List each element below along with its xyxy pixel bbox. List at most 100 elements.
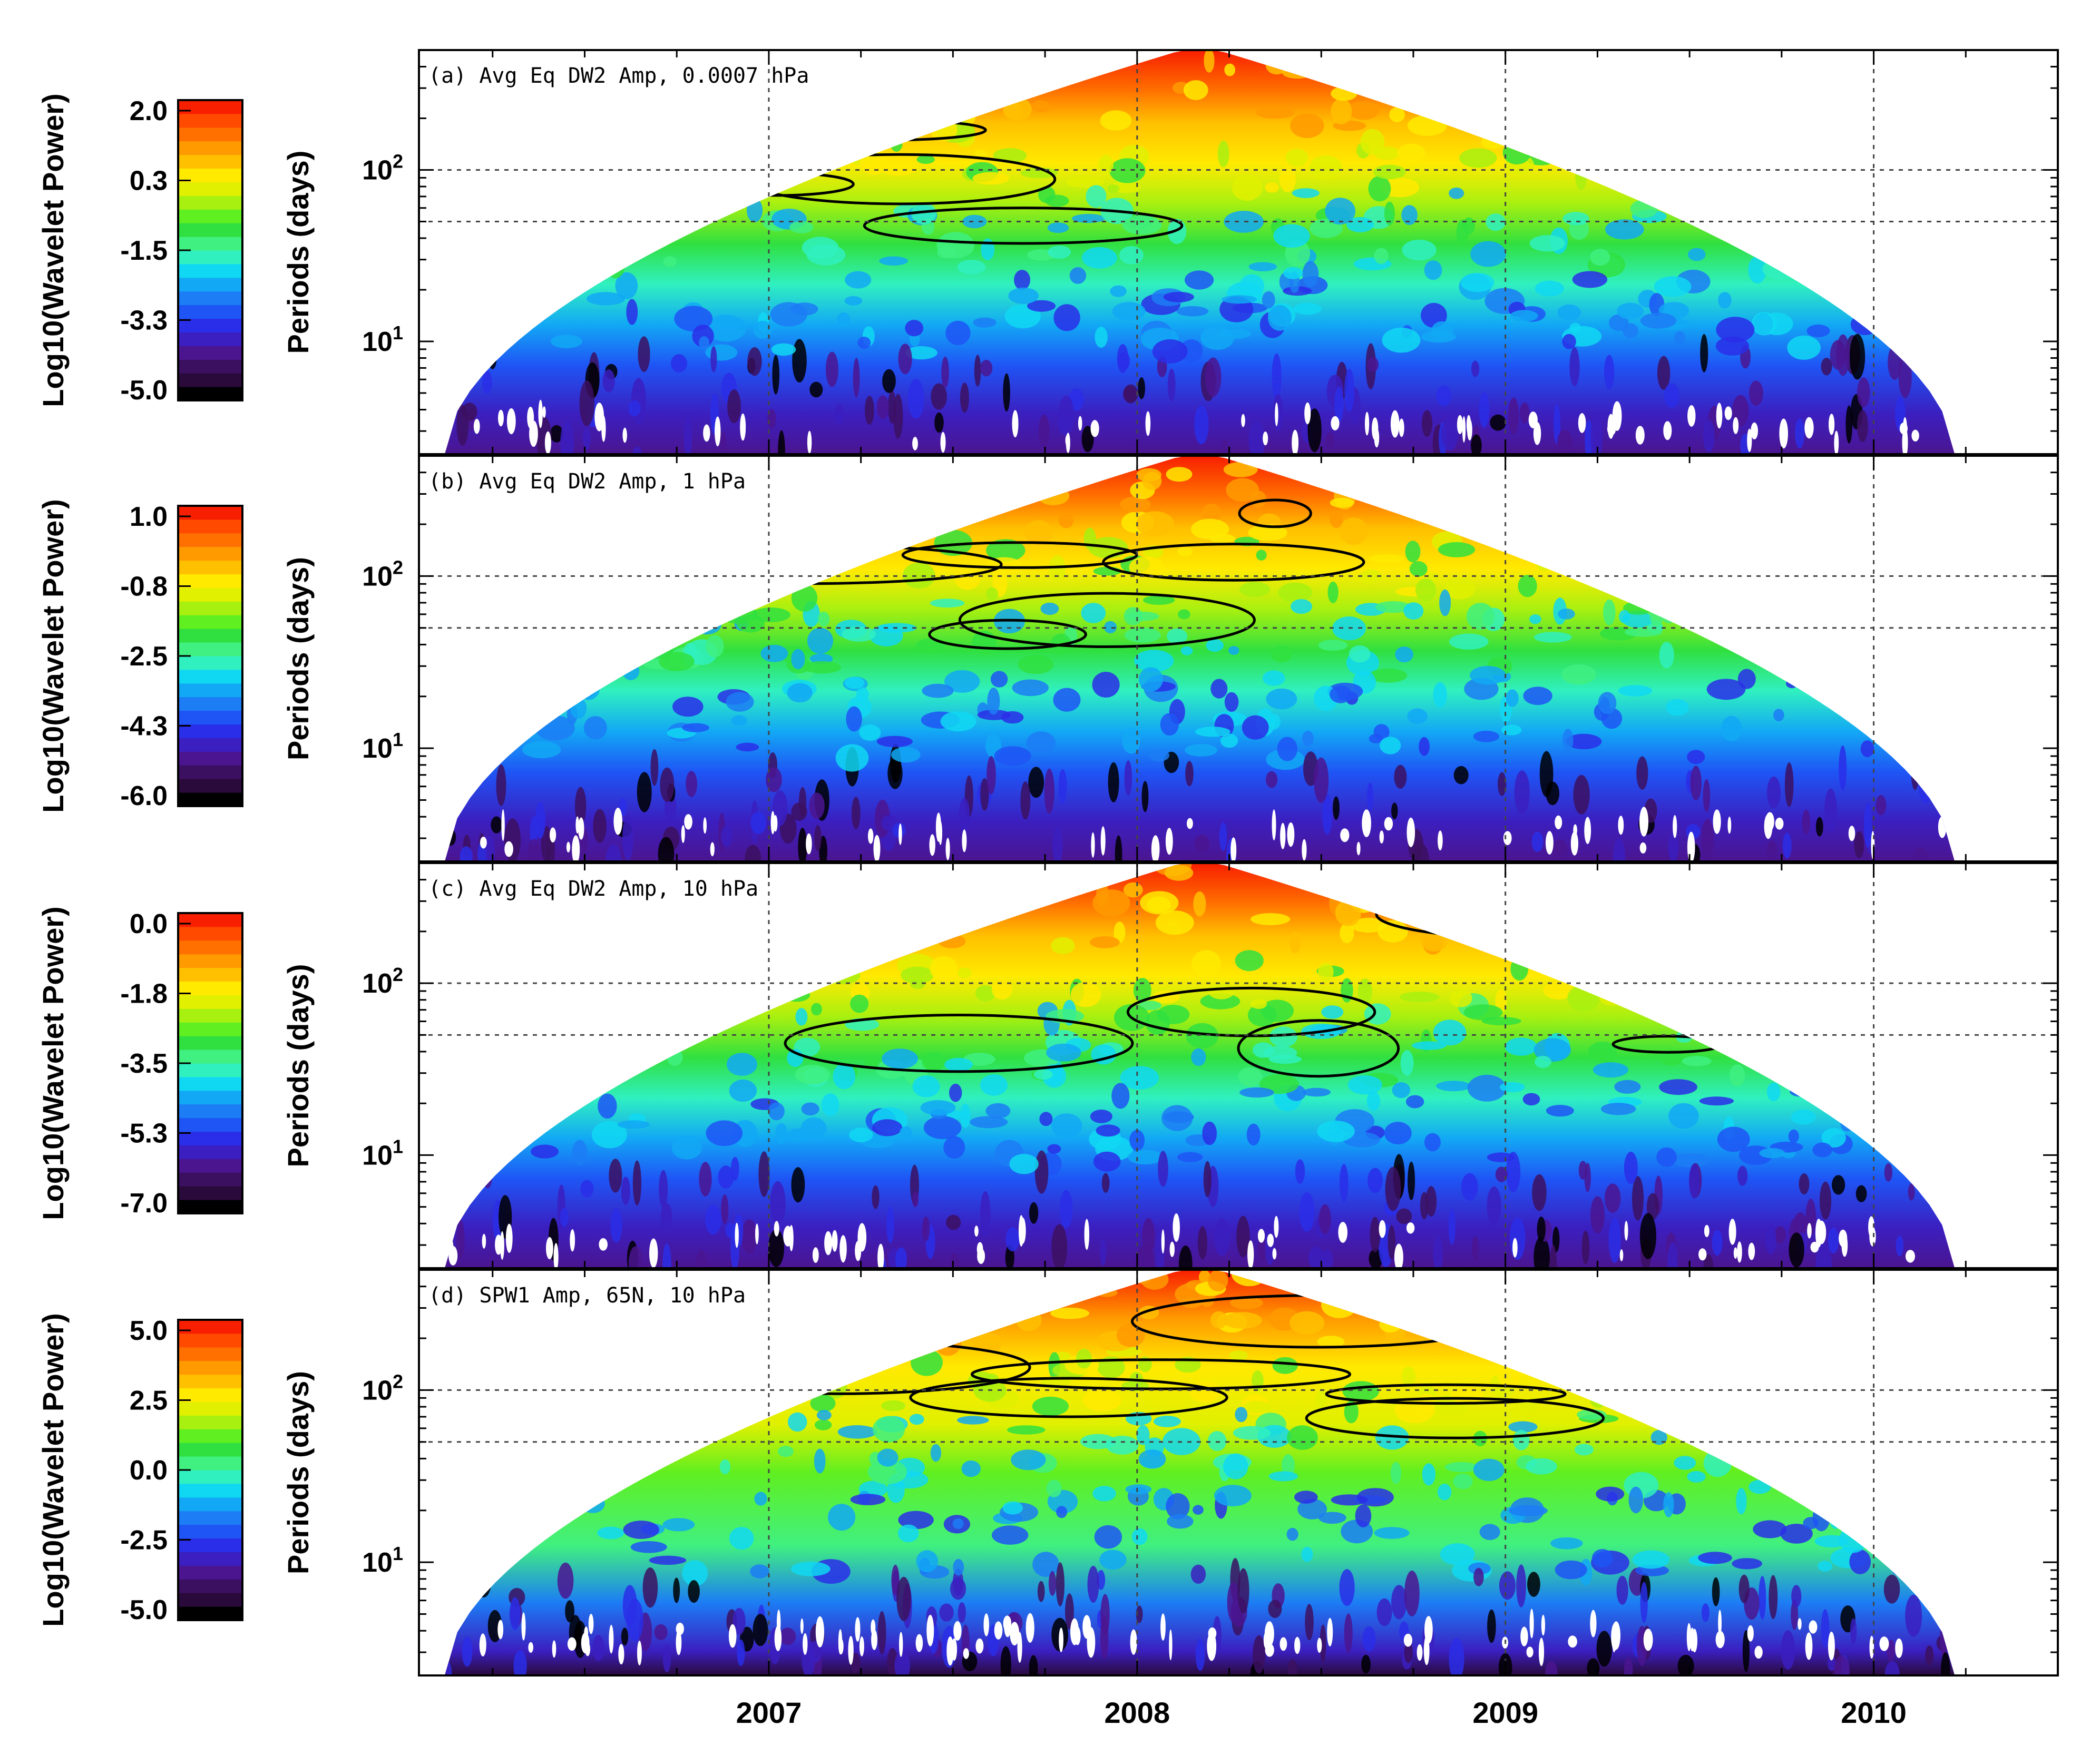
field-blob [825, 351, 838, 387]
field-blob [1941, 753, 1955, 772]
field-white-spike [953, 1621, 962, 1641]
field-blob [1290, 113, 1324, 138]
field-blob [686, 771, 697, 797]
field-blob [1578, 1161, 1587, 1180]
field-blob [927, 1300, 955, 1310]
field-blob [1728, 497, 1749, 509]
colorbar-swatch [178, 738, 242, 752]
field-blob [1481, 507, 1499, 530]
field-blob [1491, 50, 1506, 68]
field-blob [444, 1001, 463, 1021]
field-blob [1008, 287, 1039, 305]
field-blob [916, 1550, 939, 1573]
panel-title: (b) Avg Eq DW2 Amp, 1 hPa [428, 469, 746, 494]
field-blob [879, 163, 917, 176]
colorbar-swatch [178, 940, 242, 955]
field-blob [1001, 711, 1024, 724]
field-blob [1117, 344, 1129, 374]
field-blob [1773, 581, 1809, 605]
field-white-spike [1619, 1249, 1624, 1261]
field-blob [1704, 498, 1724, 523]
field-blob [1292, 188, 1320, 198]
field-blob [1888, 345, 1902, 380]
field-blob [1605, 1183, 1621, 1213]
field-white-spike [1187, 818, 1193, 829]
field-blob [1286, 1527, 1298, 1541]
field-blob [1448, 1209, 1456, 1245]
field-blob [1007, 886, 1021, 911]
field-blob [1616, 1575, 1628, 1605]
field-blob [1273, 224, 1310, 248]
field-blob [601, 991, 638, 1003]
field-blob [1053, 304, 1080, 331]
field-blob [1100, 1238, 1107, 1266]
field-blob [936, 919, 953, 933]
field-blob [498, 701, 533, 712]
field-blob [1656, 973, 1673, 1001]
field-white-spike [868, 828, 874, 844]
field-blob [1128, 1150, 1163, 1165]
field-blob [457, 993, 488, 1019]
colorbar-swatch [178, 615, 242, 629]
field-blob [1915, 915, 1948, 932]
field-blob [1253, 1635, 1266, 1674]
field-blob [1248, 420, 1265, 454]
field-blob [531, 1144, 559, 1159]
colorbar-swatch [178, 642, 242, 656]
field-white-spike [676, 1630, 682, 1655]
field-blob [1100, 1616, 1109, 1659]
field-blob [795, 1008, 808, 1026]
field-blob [1277, 868, 1304, 877]
field-blob [1718, 522, 1736, 542]
field-blob [817, 969, 838, 985]
field-blob [1890, 646, 1912, 662]
field-blob [705, 344, 738, 361]
colorbar-tick-label: -5.0 [120, 375, 168, 406]
field-blob [1706, 460, 1738, 476]
field-blob [1495, 1166, 1508, 1182]
field-blob [1217, 140, 1229, 168]
field-blob [872, 1185, 880, 1209]
field-blob [515, 1092, 555, 1115]
colorbar-swatch [178, 1443, 242, 1457]
panel-title: (c) Avg Eq DW2 Amp, 10 hPa [428, 877, 758, 901]
field-blob [1047, 246, 1071, 259]
field-white-spike [929, 834, 935, 856]
field-blob [1546, 1105, 1574, 1117]
field-blob [1884, 1661, 1900, 1675]
field-white-spike [1590, 1610, 1597, 1638]
field-blob [882, 369, 896, 393]
field-blob [572, 1140, 588, 1165]
field-blob [1313, 757, 1329, 803]
y-tick-label: 101 [362, 1543, 403, 1578]
field-blob [797, 1344, 817, 1361]
field-blob [444, 1088, 456, 1112]
field-blob [1628, 1486, 1644, 1514]
field-blob [1896, 1395, 1914, 1415]
field-blob [730, 1156, 739, 1181]
field-blob [1616, 136, 1628, 163]
field-blob [1403, 602, 1424, 620]
field-blob [1668, 832, 1679, 861]
field-blob [1401, 205, 1418, 226]
field-white-spike [940, 432, 946, 453]
field-blob [477, 535, 489, 545]
colorbar-title: Log10(Wavelet Power) [36, 1313, 70, 1626]
field-blob [1141, 781, 1149, 812]
field-blob [1946, 775, 1954, 791]
plot-frame [418, 49, 2059, 455]
field-white-spike [501, 809, 505, 841]
field-blob [1916, 1473, 1949, 1489]
field-blob [637, 772, 652, 812]
significance-contour [1238, 498, 1312, 528]
colorbar-tick-label: -5.0 [120, 1595, 168, 1625]
field-blob [530, 694, 552, 708]
field-blob [470, 1396, 482, 1416]
field-blob [1237, 1568, 1249, 1614]
field-blob [599, 1353, 630, 1375]
field-blob [1368, 1168, 1383, 1193]
field-white-spike [1394, 1243, 1403, 1268]
field-blob [720, 825, 732, 847]
field-blob [1433, 1234, 1443, 1268]
field-blob [1636, 584, 1655, 604]
